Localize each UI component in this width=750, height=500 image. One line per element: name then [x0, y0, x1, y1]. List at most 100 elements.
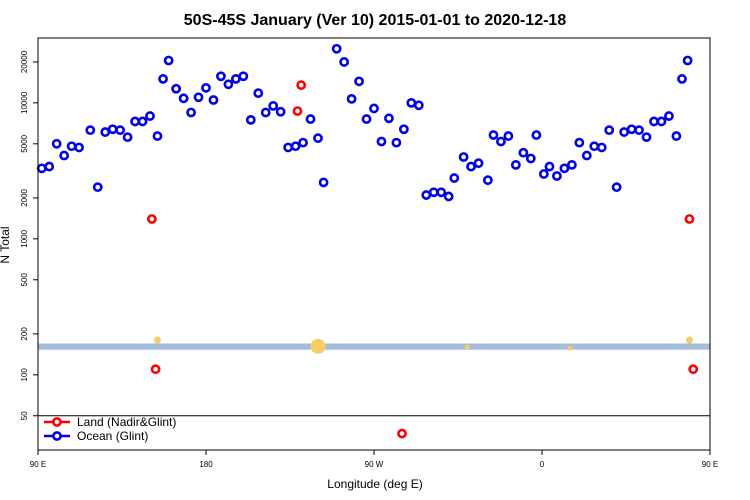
band-layer [38, 343, 710, 350]
data-point-ocean-glint [466, 161, 476, 172]
data-point-ocean-glint [216, 71, 226, 82]
data-point-ocean-glint [682, 55, 693, 66]
y-tick-label: 500 [20, 273, 29, 287]
data-point-ocean-glint [245, 114, 256, 125]
data-point-ocean-glint [641, 132, 652, 143]
y-tick-label: 100 [20, 368, 29, 382]
data-point-ocean-glint [449, 173, 460, 183]
data-point-ocean-glint [566, 159, 577, 170]
data-point-ocean-glint [525, 153, 536, 164]
data-point-ocean-glint [677, 74, 687, 84]
data-point-ocean-glint [313, 133, 323, 144]
data-point-land-nadir-glint [684, 214, 695, 224]
data-point-ocean-glint [656, 116, 667, 127]
data-point-ocean-glint [413, 100, 424, 111]
data-point-ocean-glint [634, 125, 644, 136]
data-point-ocean-glint [318, 177, 329, 188]
data-point-ocean-glint [496, 136, 506, 147]
data-point-ocean-glint [260, 107, 271, 118]
data-point-ocean-glint [152, 131, 163, 141]
legend-label: Ocean (Glint) [77, 429, 148, 443]
data-point-ocean-glint [589, 141, 600, 152]
plot-frame [37, 37, 711, 451]
x-tick-label: 0 [540, 460, 545, 469]
data-point-ocean-glint [208, 95, 219, 105]
legend-marker [52, 431, 62, 441]
data-point-ocean-glint [596, 142, 607, 153]
data-point-ocean-glint [115, 125, 126, 136]
data-point-ocean-glint [85, 125, 96, 136]
data-point-ocean-glint [518, 147, 529, 158]
data-point-ocean-glint [158, 74, 168, 84]
data-point-land-nadir-glint [150, 364, 161, 375]
overlay-marker [567, 345, 573, 351]
overlay-marker [153, 336, 161, 344]
data-point-ocean-glint [458, 152, 469, 162]
data-point-ocean-glint [275, 106, 286, 117]
data-point-ocean-glint [482, 175, 493, 186]
data-point-ocean-glint [66, 141, 77, 152]
data-point-ocean-glint [649, 116, 659, 127]
data-point-ocean-glint [488, 130, 499, 140]
data-point-ocean-glint [552, 171, 562, 181]
data-point-ocean-glint [298, 137, 308, 148]
data-point-ocean-glint [436, 187, 447, 198]
data-point-ocean-glint [145, 111, 155, 121]
data-point-ocean-glint [531, 130, 542, 140]
data-point-ocean-glint [559, 163, 570, 174]
data-point-ocean-glint [346, 93, 357, 104]
data-point-ocean-glint [538, 169, 549, 179]
data-point-ocean-glint [611, 182, 622, 193]
axes-layer: 90 E 180 90 W 0 90 E 50 100 200 500 1000 2000 5000 1… [20, 37, 718, 469]
data-point-ocean-glint [443, 191, 454, 202]
x-axis-label: Longitude (deg E) [327, 477, 422, 491]
data-point-ocean-glint [626, 124, 637, 135]
y-axis-label: N Total [0, 226, 12, 263]
y-tick-label: 5000 [20, 134, 29, 152]
data-point-ocean-glint [376, 136, 387, 147]
data-point-ocean-glint [74, 142, 84, 153]
chart-title: 50S-45S January (Ver 10) 2015-01-01 to 2… [184, 12, 567, 29]
data-point-ocean-glint [230, 74, 241, 84]
data-point-ocean-glint [361, 114, 372, 124]
data-point-ocean-glint [339, 57, 350, 67]
data-point-ocean-glint [406, 97, 417, 108]
data-point-ocean-glint [268, 101, 279, 111]
data-point-ocean-glint [36, 163, 47, 174]
data-point-ocean-glint [51, 138, 62, 149]
data-point-ocean-glint [290, 141, 301, 152]
data-point-ocean-glint [186, 107, 196, 118]
data-point-ocean-glint [253, 88, 264, 99]
data-point-ocean-glint [305, 114, 316, 124]
overlay-marker [685, 336, 693, 344]
data-point-layer [36, 43, 699, 439]
data-point-ocean-glint [137, 116, 148, 127]
x-tick-label: 180 [199, 460, 213, 469]
data-point-ocean-glint [671, 131, 682, 141]
data-point-ocean-glint [354, 76, 364, 87]
data-point-ocean-glint [193, 92, 204, 103]
data-point-ocean-glint [503, 131, 514, 141]
data-point-ocean-glint [544, 161, 555, 172]
y-tick-label: 50 [20, 411, 29, 420]
data-point-ocean-glint [664, 111, 674, 121]
data-point-land-nadir-glint [146, 214, 157, 224]
legend-marker [52, 417, 62, 427]
data-point-ocean-glint [428, 187, 439, 198]
data-point-ocean-glint [59, 150, 70, 161]
data-point-ocean-glint [384, 113, 394, 124]
y-tick-label: 1000 [20, 229, 29, 247]
data-point-land-nadir-glint [296, 80, 307, 91]
data-point-ocean-glint [163, 55, 174, 66]
overlay-marker [464, 344, 470, 350]
data-point-ocean-glint [238, 71, 249, 82]
data-point-ocean-glint [92, 182, 103, 193]
data-point-ocean-glint [223, 79, 234, 90]
data-point-ocean-glint [201, 82, 211, 93]
overlay-marker [310, 338, 326, 354]
data-point-ocean-glint [283, 142, 294, 153]
y-tick-label: 20000 [20, 50, 29, 73]
y-tick-label: 10000 [20, 91, 29, 114]
y-tick-label: 2000 [20, 188, 29, 206]
